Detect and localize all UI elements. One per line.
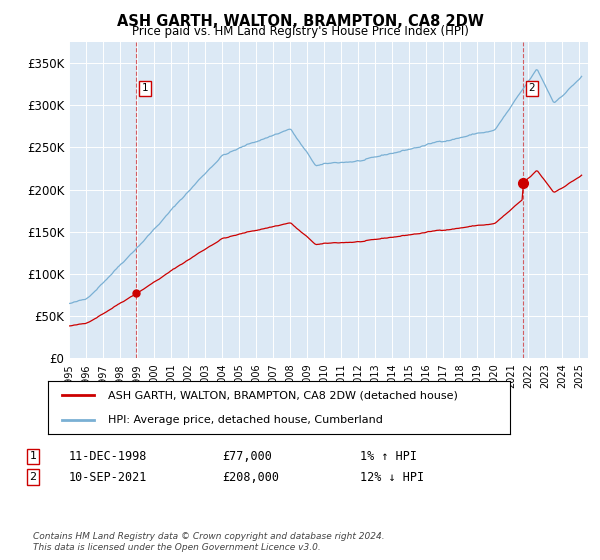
- Text: HPI: Average price, detached house, Cumberland: HPI: Average price, detached house, Cumb…: [108, 414, 383, 424]
- Text: 2: 2: [29, 472, 37, 482]
- Text: £77,000: £77,000: [222, 450, 272, 463]
- Text: 11-DEC-1998: 11-DEC-1998: [69, 450, 148, 463]
- Text: Price paid vs. HM Land Registry's House Price Index (HPI): Price paid vs. HM Land Registry's House …: [131, 25, 469, 38]
- Text: 1% ↑ HPI: 1% ↑ HPI: [360, 450, 417, 463]
- Text: 1: 1: [29, 451, 37, 461]
- Text: Contains HM Land Registry data © Crown copyright and database right 2024.
This d: Contains HM Land Registry data © Crown c…: [33, 532, 385, 552]
- Text: ASH GARTH, WALTON, BRAMPTON, CA8 2DW (detached house): ASH GARTH, WALTON, BRAMPTON, CA8 2DW (de…: [108, 390, 458, 400]
- Text: 10-SEP-2021: 10-SEP-2021: [69, 470, 148, 484]
- Text: 12% ↓ HPI: 12% ↓ HPI: [360, 470, 424, 484]
- Text: 2: 2: [529, 83, 535, 94]
- Text: ASH GARTH, WALTON, BRAMPTON, CA8 2DW: ASH GARTH, WALTON, BRAMPTON, CA8 2DW: [116, 14, 484, 29]
- Text: £208,000: £208,000: [222, 470, 279, 484]
- Text: 1: 1: [142, 83, 148, 94]
